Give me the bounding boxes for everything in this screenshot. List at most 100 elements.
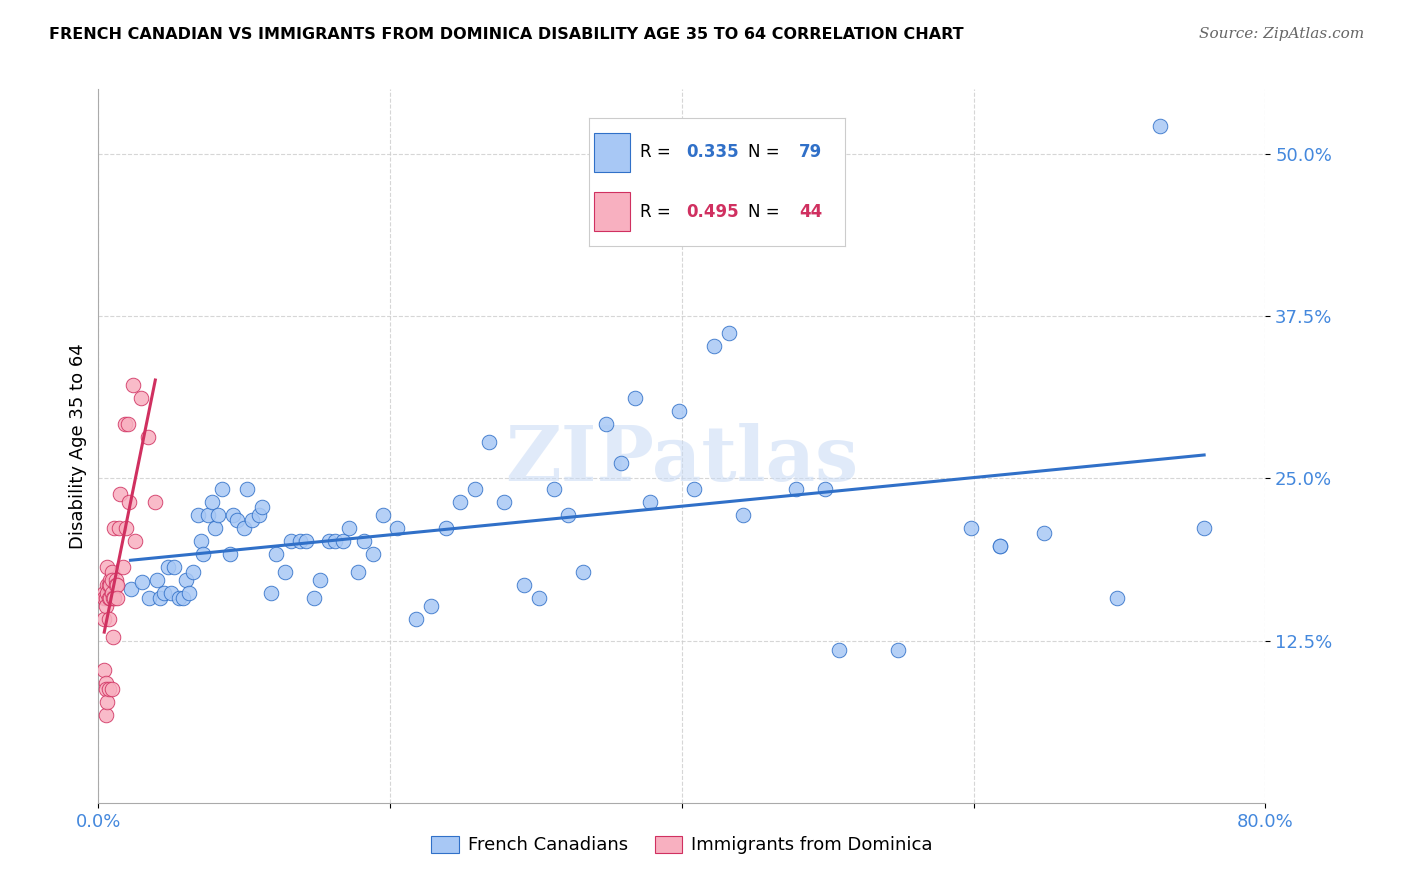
Point — [103, 521, 125, 535]
Point — [887, 642, 910, 657]
Point — [211, 482, 233, 496]
Point — [93, 591, 115, 605]
Point — [146, 573, 169, 587]
Point — [98, 578, 121, 592]
Point — [226, 513, 249, 527]
Point — [97, 591, 120, 605]
Y-axis label: Disability Age 35 to 64: Disability Age 35 to 64 — [69, 343, 87, 549]
Point — [294, 533, 316, 548]
Point — [174, 573, 197, 587]
Point — [93, 664, 115, 678]
Point — [101, 591, 124, 605]
Point — [181, 565, 204, 579]
Point — [138, 591, 160, 605]
Point — [221, 508, 243, 522]
Point — [101, 630, 124, 644]
Point — [108, 521, 131, 535]
Point — [110, 487, 132, 501]
Point — [323, 533, 346, 548]
Point — [247, 508, 270, 522]
Point — [703, 339, 725, 353]
Point — [274, 565, 297, 579]
Point — [94, 676, 117, 690]
Point — [167, 591, 190, 605]
Point — [114, 417, 136, 431]
Point — [204, 521, 226, 535]
Point — [177, 585, 200, 599]
Point — [318, 533, 340, 548]
Point — [337, 521, 360, 535]
Point — [97, 611, 120, 625]
Point — [280, 533, 302, 548]
Point — [124, 533, 146, 548]
Point — [288, 533, 311, 548]
Point — [309, 573, 332, 587]
Point — [250, 500, 273, 514]
Point — [136, 430, 159, 444]
Point — [129, 391, 152, 405]
Point — [236, 482, 259, 496]
Point — [513, 578, 536, 592]
Point — [682, 482, 704, 496]
Text: Source: ZipAtlas.com: Source: ZipAtlas.com — [1198, 27, 1364, 41]
Point — [434, 521, 457, 535]
Point — [266, 547, 288, 561]
Point — [94, 681, 117, 696]
Point — [828, 642, 851, 657]
Point — [638, 495, 661, 509]
Point — [112, 559, 135, 574]
Point — [97, 578, 120, 592]
Point — [149, 591, 172, 605]
Point — [100, 565, 122, 579]
Point — [420, 599, 443, 613]
Point — [814, 482, 837, 496]
Point — [97, 681, 120, 696]
Point — [347, 565, 370, 579]
Point — [93, 585, 115, 599]
Point — [668, 404, 690, 418]
Point — [1149, 119, 1171, 133]
Point — [464, 482, 486, 496]
Point — [259, 585, 281, 599]
Point — [624, 391, 647, 405]
Point — [187, 508, 209, 522]
Point — [96, 559, 118, 574]
Point — [197, 508, 219, 522]
Point — [190, 533, 212, 548]
Point — [120, 582, 142, 596]
Point — [353, 533, 375, 548]
Point — [304, 591, 326, 605]
Point — [1032, 525, 1054, 540]
Point — [98, 573, 121, 587]
Point — [93, 611, 115, 625]
Point — [94, 707, 117, 722]
Point — [104, 578, 127, 592]
Point — [733, 508, 755, 522]
Point — [103, 591, 125, 605]
Point — [105, 591, 128, 605]
Point — [117, 417, 139, 431]
Point — [959, 521, 981, 535]
Point — [172, 591, 194, 605]
Point — [1192, 521, 1215, 535]
Point — [233, 521, 256, 535]
Point — [193, 547, 215, 561]
Point — [104, 573, 127, 587]
Text: ZIPatlas: ZIPatlas — [505, 424, 859, 497]
Point — [717, 326, 740, 340]
Point — [96, 585, 118, 599]
Point — [988, 539, 1011, 553]
Point — [157, 559, 180, 574]
Point — [201, 495, 224, 509]
Point — [218, 547, 240, 561]
Point — [492, 495, 515, 509]
Point — [115, 521, 138, 535]
Point — [361, 547, 384, 561]
Point — [478, 435, 501, 450]
Point — [527, 591, 550, 605]
Point — [100, 585, 122, 599]
Point — [543, 482, 565, 496]
Point — [96, 695, 118, 709]
Point — [988, 539, 1011, 553]
Point — [332, 533, 354, 548]
